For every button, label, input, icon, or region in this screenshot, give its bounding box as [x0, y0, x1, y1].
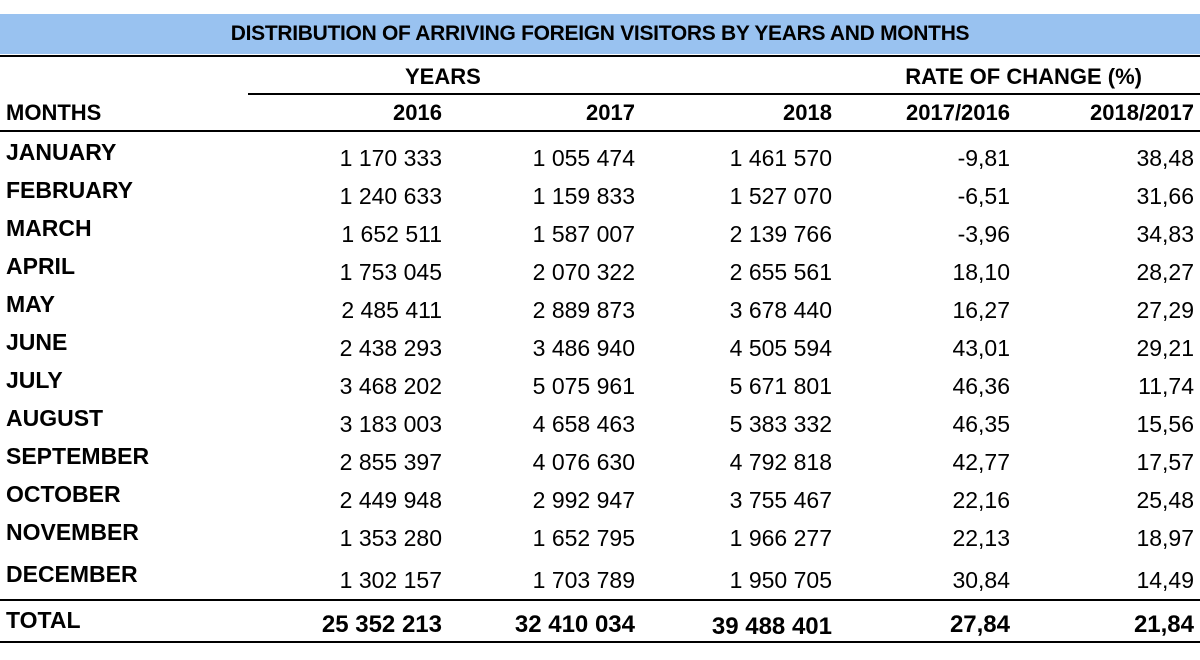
rate-2018-2017: 17,57 [1136, 449, 1194, 475]
month-label: AUGUST [6, 405, 104, 431]
rate-2017-2016: -3,96 [957, 221, 1010, 247]
rate-2017-2016: 43,01 [952, 335, 1010, 361]
value-2016: 1 353 280 [339, 525, 442, 551]
month-label: FEBRUARY [6, 177, 133, 203]
rate-2017-2016: 22,16 [952, 487, 1010, 513]
rate-2018-2017: 31,66 [1136, 183, 1194, 209]
value-2016: 2 485 411 [341, 297, 442, 323]
value-2016: 2 449 948 [339, 487, 442, 513]
rate-2017-2016: 22,13 [952, 525, 1010, 551]
rate-2018-2017: 29,21 [1136, 335, 1194, 361]
value-2016: 3 183 003 [339, 411, 442, 437]
rate-2018-2017: 34,83 [1136, 221, 1194, 247]
value-2017: 4 076 630 [532, 449, 635, 475]
value-2017: 2 070 322 [532, 259, 635, 285]
header-rate-group: RATE OF CHANGE (%) [905, 64, 1142, 89]
value-2018: 3 678 440 [729, 297, 832, 323]
value-2017: 1 652 795 [532, 525, 635, 551]
value-2018: 1 966 277 [729, 525, 832, 551]
header-rule-group [248, 93, 1200, 95]
header-2018: 2018 [783, 100, 832, 125]
month-label: DECEMBER [6, 561, 138, 587]
value-2016: 3 468 202 [339, 373, 442, 399]
value-2016: 1 753 045 [339, 259, 442, 285]
value-2018: 1 527 070 [729, 183, 832, 209]
value-2017: 1 587 007 [532, 221, 635, 247]
value-2018: 4 505 594 [729, 335, 832, 361]
header-2016: 2016 [393, 100, 442, 125]
total-2016: 25 352 213 [321, 611, 442, 638]
header-2018-2017: 2018/2017 [1090, 100, 1194, 125]
value-2016: 1 302 157 [339, 567, 442, 593]
value-2017: 1 159 833 [532, 183, 635, 209]
value-2016: 2 438 293 [339, 335, 442, 361]
month-label: OCTOBER [6, 481, 121, 507]
value-2018: 5 671 801 [729, 373, 832, 399]
month-label: JUNE [6, 329, 68, 355]
value-2016: 2 855 397 [339, 449, 442, 475]
value-2017: 4 658 463 [532, 411, 635, 437]
table-title: DISTRIBUTION OF ARRIVING FOREIGN VISITOR… [0, 14, 1200, 54]
value-2018: 1 461 570 [729, 145, 832, 171]
value-2017: 5 075 961 [532, 373, 635, 399]
value-2018: 3 755 467 [729, 487, 832, 513]
rate-2017-2016: 30,84 [952, 567, 1010, 593]
total-2017: 32 410 034 [514, 611, 635, 638]
total-rate-2017-2016: 27,84 [949, 611, 1010, 638]
value-2017: 1 703 789 [532, 567, 635, 593]
rate-2018-2017: 11,74 [1138, 373, 1194, 399]
rate-2018-2017: 15,56 [1136, 411, 1194, 437]
rate-2017-2016: -9,81 [957, 145, 1010, 171]
value-2017: 3 486 940 [532, 335, 635, 361]
header-rule-bottom [0, 130, 1200, 132]
rate-2018-2017: 25,48 [1136, 487, 1194, 513]
rate-2017-2016: 42,77 [952, 449, 1010, 475]
value-2018: 5 383 332 [729, 411, 832, 437]
rate-2018-2017: 27,29 [1136, 297, 1194, 323]
month-label: APRIL [6, 253, 75, 279]
value-2018: 2 655 561 [729, 259, 832, 285]
header-2017: 2017 [586, 100, 635, 125]
month-label: JULY [6, 367, 63, 393]
month-label: MARCH [6, 215, 92, 241]
rate-2018-2017: 18,97 [1136, 525, 1194, 551]
value-2016: 1 170 333 [339, 145, 442, 171]
rate-2017-2016: 46,35 [952, 411, 1010, 437]
month-label: MAY [6, 291, 55, 317]
value-2016: 1 240 633 [339, 183, 442, 209]
rate-2018-2017: 38,48 [1136, 145, 1194, 171]
value-2017: 1 055 474 [532, 145, 635, 171]
month-label: SEPTEMBER [6, 443, 150, 469]
rate-2017-2016: 18,10 [952, 259, 1010, 285]
value-2018: 1 950 705 [729, 567, 832, 593]
header-years-group: YEARS [405, 64, 481, 89]
value-2016: 1 652 511 [341, 221, 442, 247]
value-2017: 2 889 873 [532, 297, 635, 323]
value-2017: 2 992 947 [532, 487, 635, 513]
header-2017-2016: 2017/2016 [906, 100, 1010, 125]
total-label: TOTAL [6, 607, 81, 633]
value-2018: 4 792 818 [729, 449, 832, 475]
rate-2017-2016: -6,51 [957, 183, 1010, 209]
total-rate-2018-2017: 21,84 [1133, 611, 1194, 638]
value-2018: 2 139 766 [729, 221, 832, 247]
rate-2018-2017: 14,49 [1136, 567, 1194, 593]
rate-2017-2016: 16,27 [952, 297, 1010, 323]
month-label: NOVEMBER [6, 519, 139, 545]
total-rule-bottom [0, 641, 1200, 643]
total-2018: 39 488 401 [711, 613, 832, 640]
total-rule-top [0, 599, 1200, 601]
header-months: MONTHS [6, 100, 102, 125]
header-rule-top [0, 55, 1200, 57]
month-label: JANUARY [6, 139, 117, 165]
rate-2017-2016: 46,36 [952, 373, 1010, 399]
rate-2018-2017: 28,27 [1136, 259, 1194, 285]
